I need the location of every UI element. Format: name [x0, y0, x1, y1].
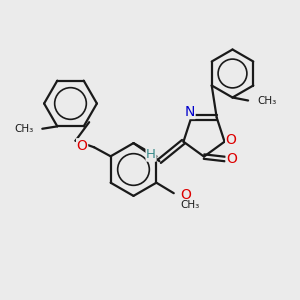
Text: O: O — [226, 134, 237, 148]
Text: N: N — [184, 104, 195, 118]
Text: CH₃: CH₃ — [14, 124, 33, 134]
Text: CH₃: CH₃ — [180, 200, 200, 210]
Text: H: H — [146, 148, 156, 161]
Text: O: O — [180, 188, 191, 202]
Text: CH₃: CH₃ — [258, 95, 277, 106]
Text: O: O — [77, 139, 88, 153]
Text: O: O — [226, 152, 237, 166]
